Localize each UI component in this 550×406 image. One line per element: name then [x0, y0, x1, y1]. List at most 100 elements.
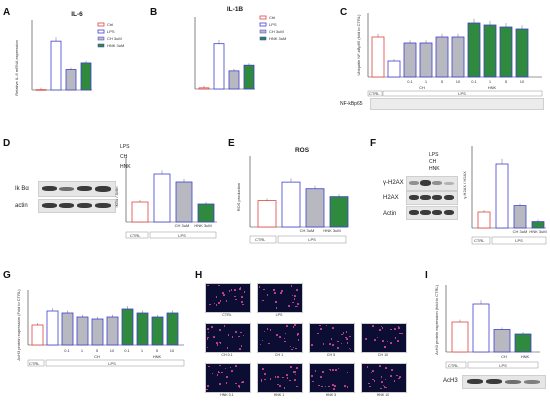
nucleus-dot [337, 367, 340, 370]
nucleus-dot [366, 365, 369, 368]
microscopy-label: CH 0.1 [221, 353, 233, 357]
nucleus-dot [274, 292, 276, 295]
nucleus-dot [206, 388, 208, 391]
nucleus-dot [238, 384, 240, 387]
nucleus-dot [340, 342, 343, 345]
legend-b-3: HNK 3uM [269, 36, 286, 41]
panel-letter-d: D [3, 138, 11, 149]
nucleus-dot [288, 305, 290, 307]
nucleus-dot [328, 385, 331, 388]
nucleus-dot [235, 382, 237, 385]
dose-label: 1 [141, 348, 144, 353]
nucleus-dot [231, 336, 234, 338]
nucleus-dot [396, 340, 399, 343]
nucleus-dot [382, 384, 385, 387]
panel-c-ch-label: CH [419, 85, 425, 90]
bar-i-3 [514, 333, 532, 353]
nucleus-dot [242, 334, 245, 337]
bar-c-1 [387, 60, 401, 78]
panel-f-blot-label-actin: Actin [383, 211, 397, 217]
nucleus-dot [346, 371, 349, 374]
panel-d-treatments: LPS CH HNK [40, 140, 135, 170]
nucleus-dot [332, 327, 335, 329]
nucleus-dot [216, 344, 219, 346]
panel-d-bar-label-hnk: HNK 3uM [194, 223, 211, 228]
microscopy-image [257, 363, 303, 393]
bar-i-1 [472, 303, 490, 353]
nucleus-dot [219, 341, 221, 344]
nucleus-dot [215, 304, 218, 306]
nucleus-dot [349, 335, 351, 338]
nucleus-dot [322, 343, 325, 345]
nucleus-dot [390, 328, 392, 331]
panel-f-row-hnk: HNK [429, 166, 440, 172]
nucleus-dot [231, 369, 233, 372]
panel-e-chart: ROS ROS production CH 3uM HNK 3uM CTRL L… [236, 147, 349, 244]
nucleus-dot [213, 302, 216, 305]
nucleus-dot [321, 371, 324, 374]
nucleus-dot [346, 386, 349, 388]
nucleus-dot [262, 368, 265, 370]
nucleus-dot [296, 385, 298, 388]
panel-b-bars [198, 40, 255, 90]
nucleus-dot [368, 382, 370, 385]
panel-f-ctrl-label: CTRL [474, 238, 485, 243]
panel-letter-h: H [195, 270, 203, 281]
panel-letter-e: E [228, 138, 235, 149]
nucleus-dot [372, 370, 374, 373]
nucleus-dot [229, 366, 232, 369]
nucleus-dot [342, 332, 345, 335]
nucleus-dot [241, 296, 243, 298]
microscopy-label: HNK 5 [325, 393, 337, 397]
panel-f-bar-label-ch: CH 3uM [513, 229, 528, 234]
panel-letter-b: B [150, 7, 158, 18]
nucleus-dot [380, 376, 383, 379]
panel-c-ctrl-label: CTRL [369, 91, 380, 96]
dose-label: 1 [81, 348, 84, 353]
panel-f-blot-label-h2ax: H2AX [383, 195, 399, 201]
bar-c-4 [435, 36, 449, 78]
panel-c-blot [370, 98, 544, 110]
nucleus-dot [329, 368, 332, 371]
legend-a-2: CH 3uM [107, 36, 122, 41]
nucleus-dot [211, 372, 214, 375]
nucleus-dot [381, 381, 383, 383]
bar-b-2 [228, 70, 240, 90]
nucleus-dot [286, 377, 289, 379]
bar-c-0 [371, 36, 385, 78]
nucleus-dot [385, 386, 387, 389]
nucleus-dot [296, 305, 299, 308]
panel-d-blot-actin [38, 199, 116, 213]
panel-a-title: IL-6 [71, 11, 83, 18]
nucleus-dot [292, 326, 295, 329]
nucleus-dot [219, 364, 221, 367]
nucleus-dot [382, 339, 384, 342]
panel-g-hnk-label: HNK [153, 354, 162, 359]
microscopy-label: HNK 1 [273, 393, 285, 397]
nucleus-dot [223, 325, 226, 327]
nucleus-dot [283, 340, 286, 343]
nucleus-dot [213, 335, 215, 338]
nucleus-dot [396, 374, 398, 377]
microscopy-image [205, 363, 251, 393]
nucleus-dot [399, 376, 401, 378]
bar-f-0 [477, 211, 491, 229]
nucleus-dot [401, 332, 403, 335]
nucleus-dot [328, 368, 331, 371]
bar-g-1 [46, 310, 59, 346]
nucleus-dot [285, 325, 288, 327]
nucleus-dot [227, 333, 230, 336]
panel-a-chart: IL-6 Relative IL-6 mRNA expression Ctrl … [14, 11, 124, 96]
bar-d-2 [175, 181, 193, 223]
dose-label: 0.1 [407, 79, 413, 84]
nucleus-dot [269, 329, 272, 331]
nucleus-dot [346, 338, 348, 340]
panel-e-ctrl-label: CTRL [255, 237, 266, 242]
panel-d-row-hnk: HNK [120, 164, 131, 170]
panel-f-blot-label-gh2ax: γ-H2AX [383, 180, 404, 186]
nucleus-dot [264, 373, 266, 375]
bar-g-6 [121, 308, 134, 346]
panel-c-lps-label: LPS [458, 91, 466, 96]
microscopy-label: CH 5 [326, 353, 336, 357]
panel-g-ch-label: CH [94, 354, 100, 359]
